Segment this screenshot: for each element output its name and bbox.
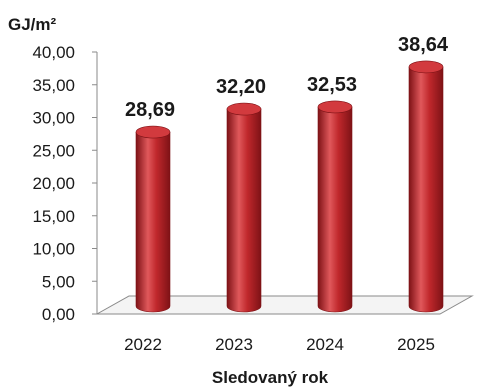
y-tick-label: 5,00 (42, 272, 75, 291)
bar-body (317, 106, 353, 313)
x-tick-label: 2022 (124, 335, 162, 354)
bar (317, 100, 353, 313)
bar-top (226, 102, 262, 116)
bar-body (226, 108, 262, 313)
x-tick-label: 2023 (215, 335, 253, 354)
data-label: 32,53 (307, 74, 357, 96)
x-tick-label: 2025 (397, 335, 435, 354)
data-label: 28,69 (125, 99, 175, 121)
bar (226, 102, 262, 313)
x-axis-ticks: 2022 2023 2024 2025 (124, 335, 435, 354)
chart-floor (95, 295, 474, 315)
x-axis-title: Sledovaný rok (212, 368, 329, 387)
y-tick-label: 10,00 (32, 240, 75, 259)
bar (135, 125, 171, 313)
bar-body (135, 131, 171, 313)
y-tick-label: 0,00 (42, 305, 75, 324)
data-label: 38,64 (398, 34, 449, 56)
bar-top (317, 100, 353, 114)
y-tick-label: 30,00 (32, 109, 75, 128)
y-tick-label: 15,00 (32, 207, 75, 226)
y-tick-label: 20,00 (32, 174, 75, 193)
bar (408, 60, 444, 313)
bar-top (408, 60, 444, 74)
bar-top (135, 125, 171, 139)
y-axis-ticks: 0,00 5,00 10,00 15,00 20,00 25,00 30,00 35,00 40… (32, 43, 97, 324)
bar-series: 28,69 32,20 32,53 38,64 (125, 34, 449, 313)
x-tick-label: 2024 (306, 335, 344, 354)
y-tick-label: 40,00 (32, 43, 75, 62)
bar-body (408, 66, 444, 313)
y-axis-title: GJ/m² (8, 15, 57, 34)
data-label: 32,20 (216, 76, 266, 98)
y-tick-label: 35,00 (32, 76, 75, 95)
y-tick-label: 25,00 (32, 141, 75, 160)
